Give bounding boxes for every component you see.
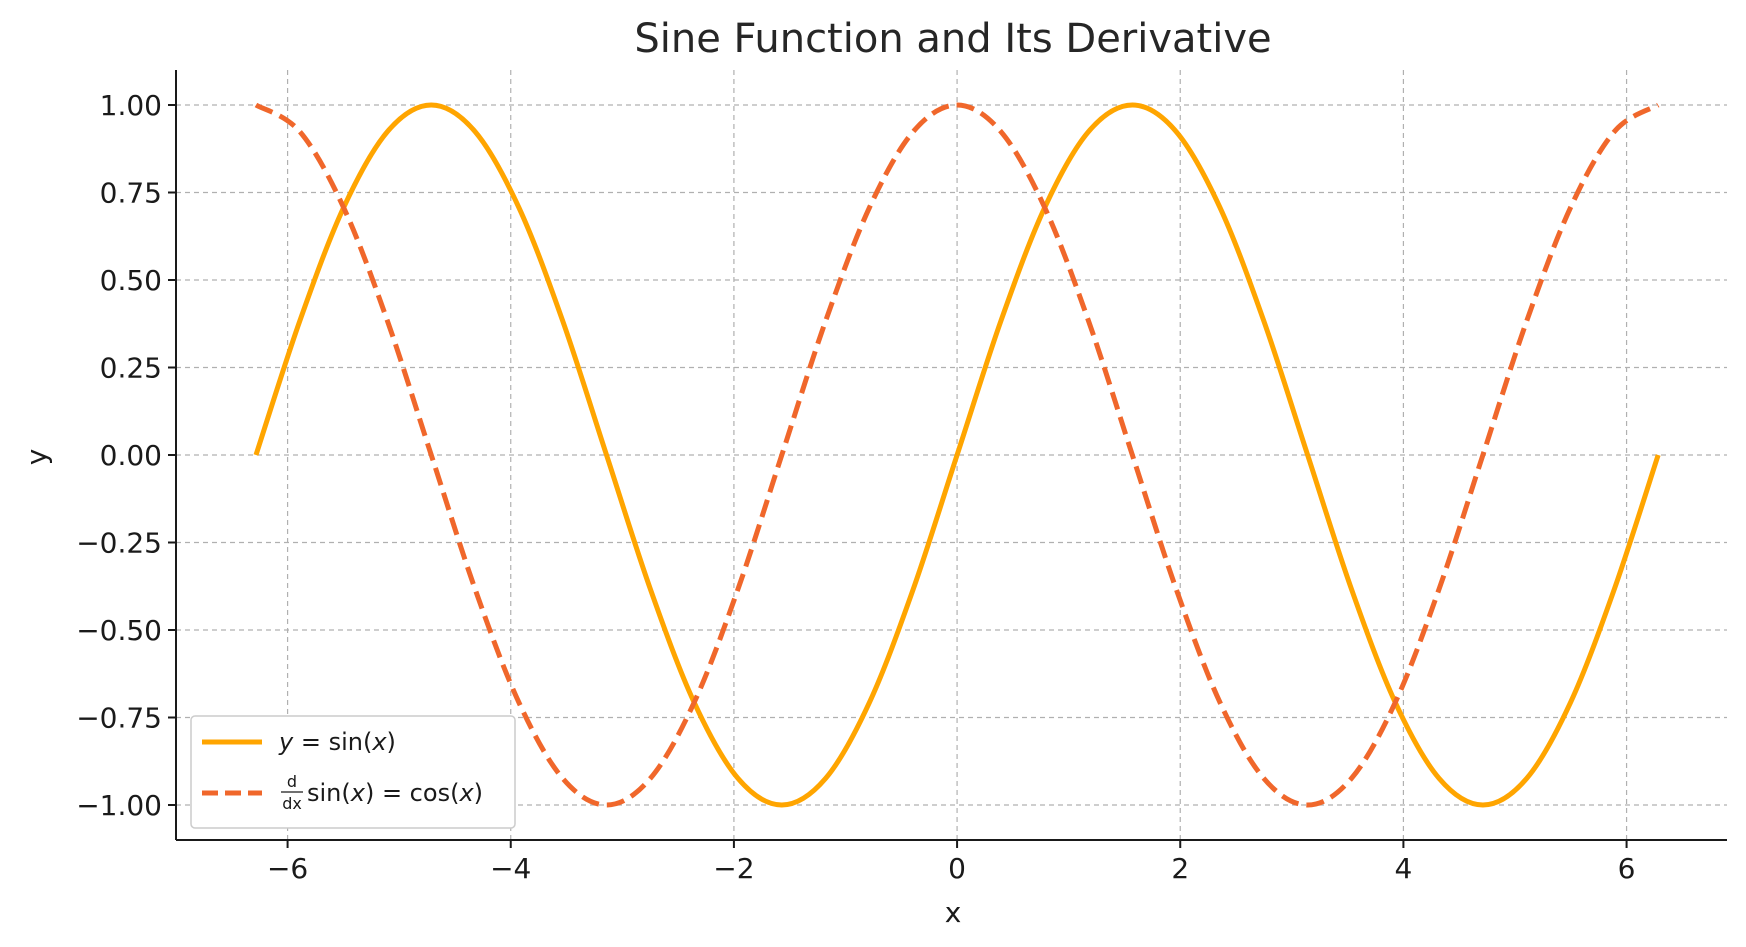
y-tick-label: −0.50 [76, 614, 162, 647]
x-tick-label: −6 [267, 852, 308, 885]
y-tick-label: 1.00 [100, 89, 162, 122]
legend-box [190, 715, 516, 829]
x-tick-label: 0 [948, 852, 966, 885]
legend-label-cos: d dx sin(x) = cos(x) [281, 772, 483, 813]
legend-frac-d: d [287, 772, 297, 791]
series-line-cos [254, 102, 1660, 808]
legend-label-sin: y = sin(x) [278, 728, 396, 756]
x-tick-label: 6 [1618, 852, 1636, 885]
series-line-sin [253, 102, 1661, 808]
y-tick-label: 0.00 [100, 439, 162, 472]
grid [176, 70, 1727, 840]
x-tick-label: −4 [490, 852, 531, 885]
y-tick-label: −0.25 [76, 527, 162, 560]
x-tick-label: 4 [1394, 852, 1412, 885]
y-tick-label: 0.50 [100, 264, 162, 297]
x-tick-label: 2 [1171, 852, 1189, 885]
x-tick-label: −2 [713, 852, 754, 885]
axes [168, 70, 1727, 848]
y-axis-label: y [20, 449, 53, 466]
y-tick-label: 0.75 [100, 177, 162, 210]
series-lines [253, 102, 1661, 808]
tick-labels: −6 −4 −2 0 2 4 6 1.00 0.75 0.50 0.25 0.00 −0.25 −0.50… [76, 89, 1635, 885]
y-tick-label: −1.00 [76, 789, 162, 822]
legend-frac-dx: dx [282, 794, 302, 813]
legend: y = sin(x) d dx sin(x) = cos(x) [190, 715, 516, 829]
x-axis-label: x [945, 896, 962, 929]
chart-title: Sine Function and Its Derivative [634, 16, 1271, 62]
y-tick-label: 0.25 [100, 352, 162, 385]
y-tick-label: −0.75 [76, 702, 162, 735]
legend-cos-text: sin(x) = cos(x) [307, 779, 483, 807]
